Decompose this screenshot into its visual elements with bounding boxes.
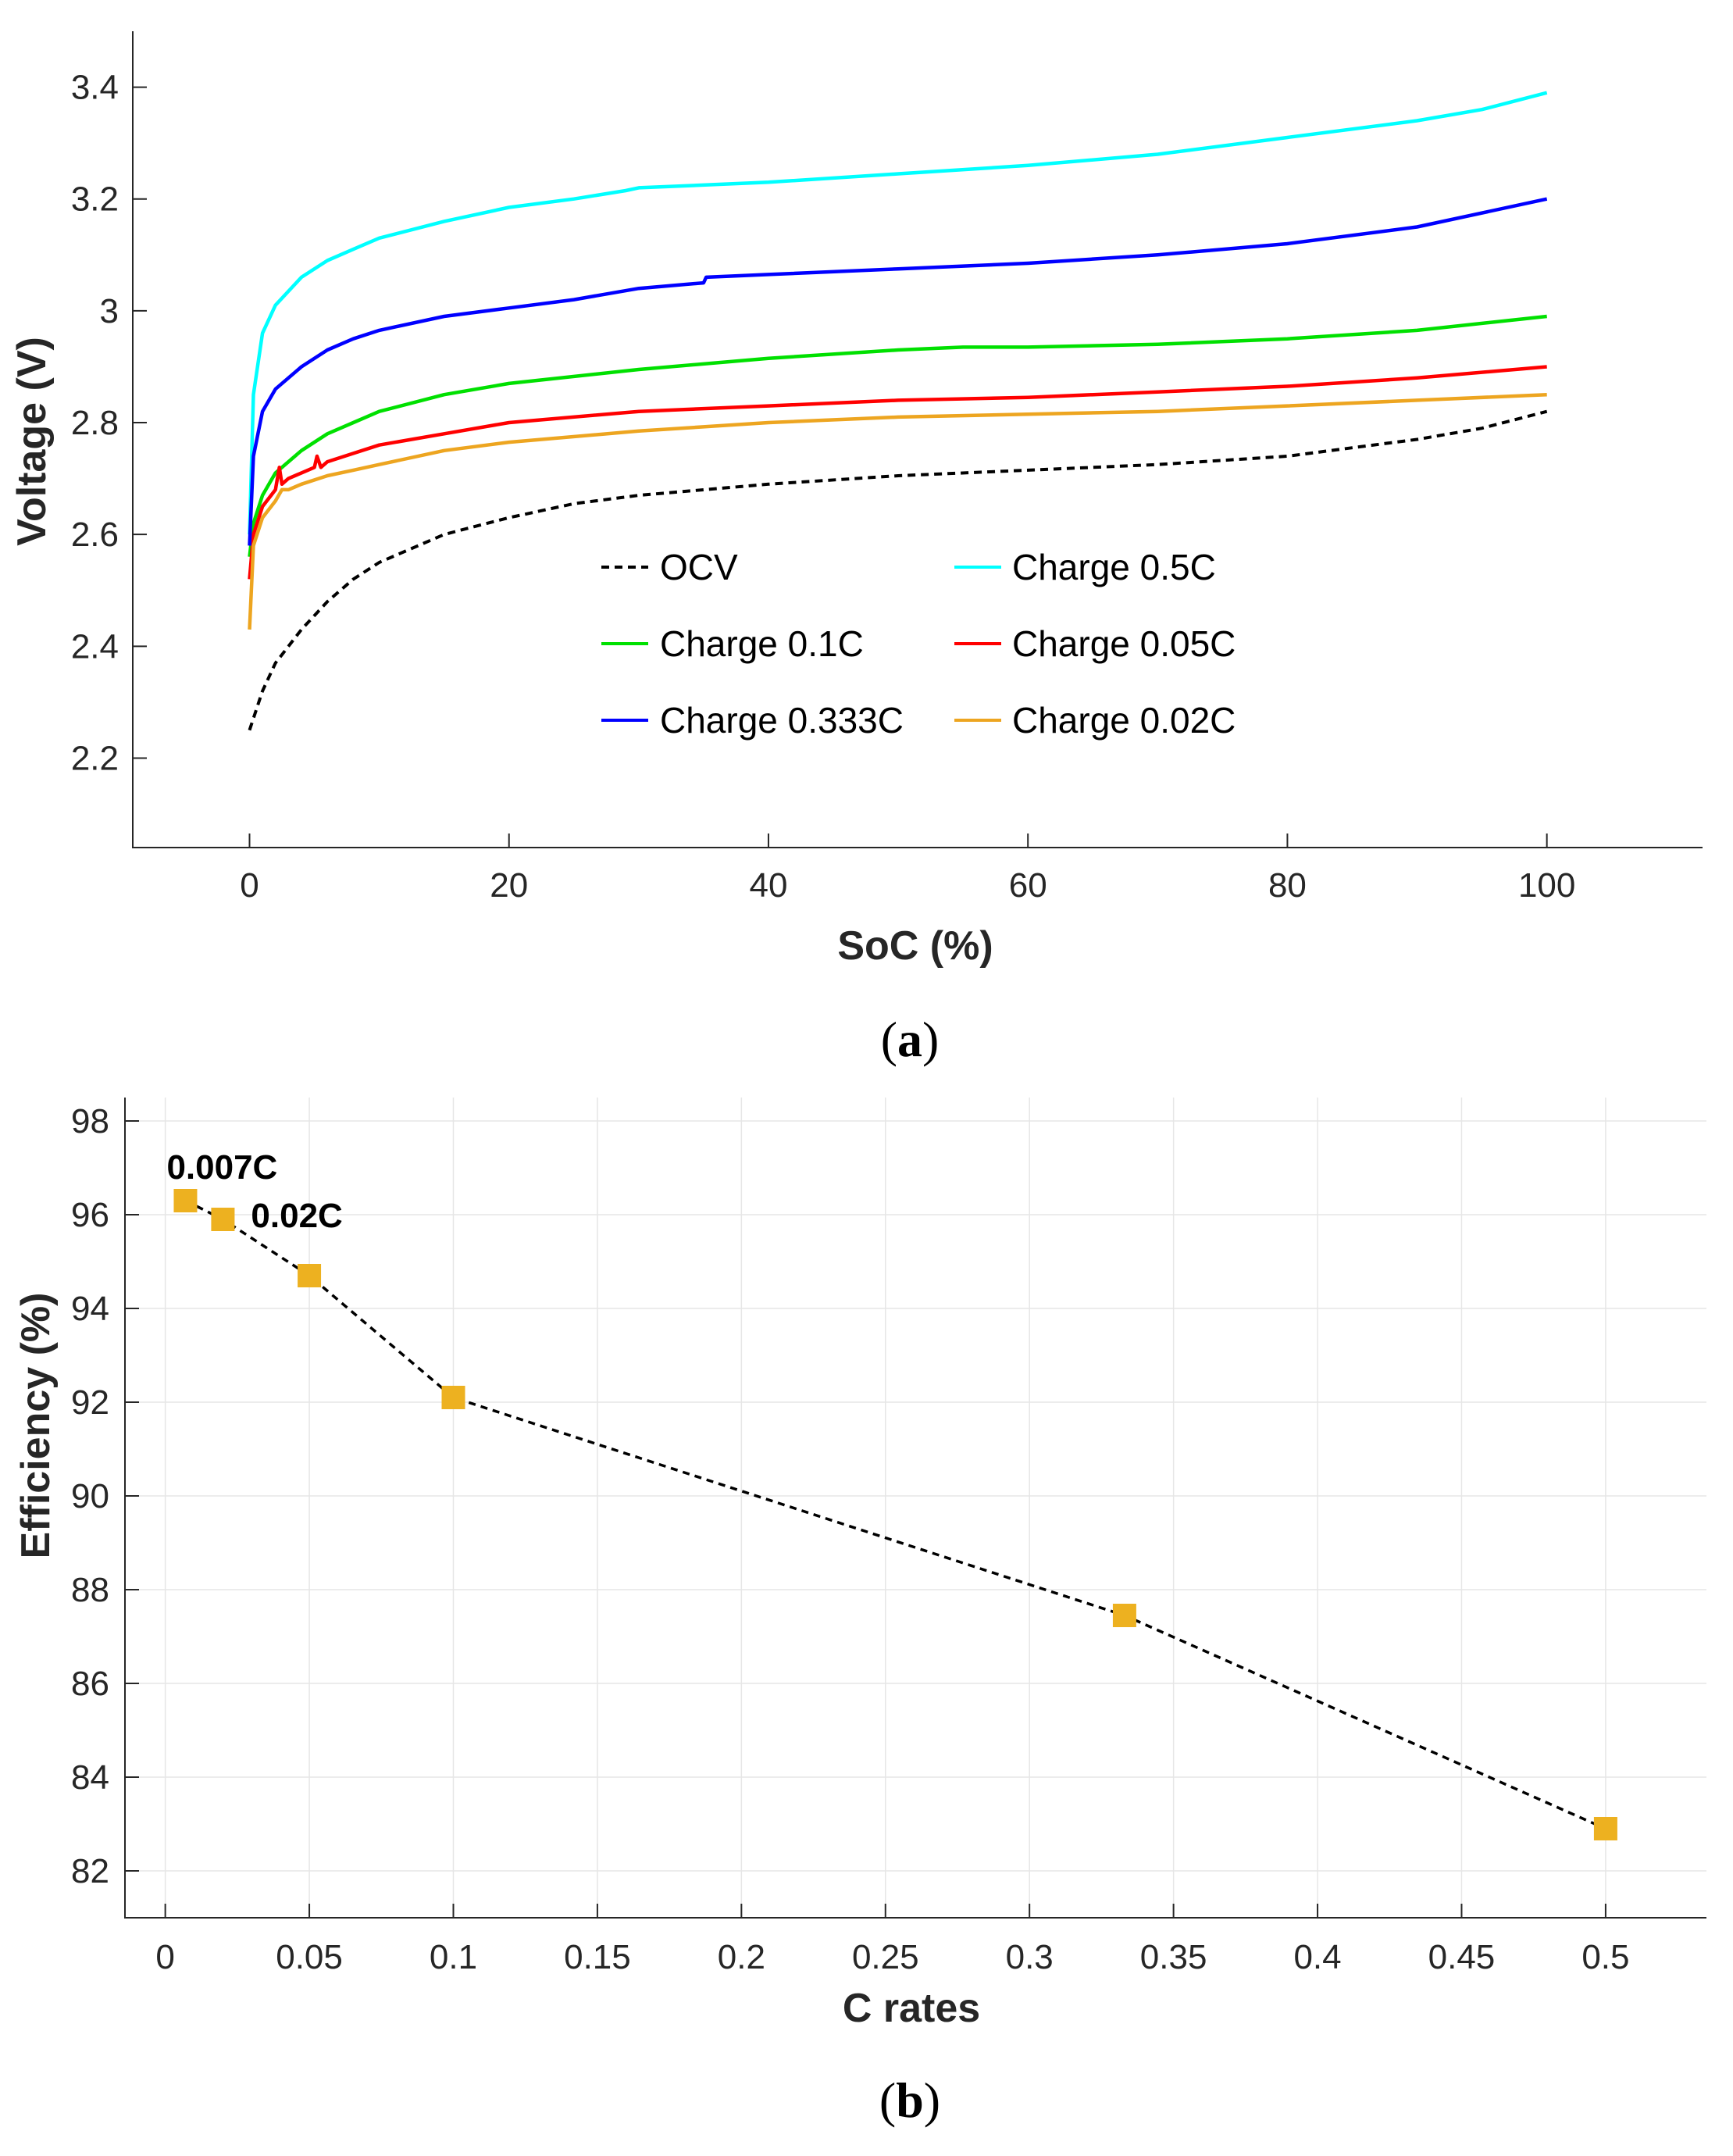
panel-a-x-tick-label: 40 [749, 866, 787, 905]
panel-b-x-axis-title: C rates [843, 1986, 980, 2031]
panel-a-legend: OCV Charge 0.1C Charge 0.333C Charge 0.5… [601, 547, 1236, 741]
legend-label-charge-0-1c: Charge 0.1C [660, 623, 864, 664]
panel-a-series [248, 91, 1548, 731]
legend-label-charge-0-05c: Charge 0.05C [1012, 623, 1236, 664]
legend-label-charge-0-333c: Charge 0.333C [660, 700, 904, 741]
panel-b-y-tick-label: 94 [71, 1290, 109, 1328]
panel-b-x-tick-label: 0.3 [1006, 1938, 1054, 1976]
panel-b-x-tick-label: 0.5 [1581, 1938, 1629, 1976]
efficiency-marker [1112, 1604, 1136, 1627]
panel-b-y-axis-title: Efficiency (%) [13, 1293, 59, 1559]
panel-a: 0 20 40 60 80 100 2.2 2.4 2.6 2.8 3 3.2 3.4 OCV Char… [9, 31, 1703, 1067]
panel-a-y-axis-title: Voltage (V) [9, 337, 55, 546]
panel-a-x-tick-label: 0 [240, 866, 259, 905]
series-line-ocv [248, 409, 1548, 731]
panel-b: 0 0.05 0.1 0.15 0.2 0.25 0.3 0.35 0.4 0.45 0.5 82 84… [13, 1098, 1706, 2128]
panel-a-x-axis-title: SoC (%) [837, 923, 993, 969]
panel-b-x-tick-label: 0 [155, 1938, 174, 1976]
panel-a-label: (a) [881, 1012, 940, 1067]
panel-b-label-open: ( [879, 2072, 896, 2128]
legend-label-charge-0-5c: Charge 0.5C [1012, 547, 1216, 587]
panel-a-x-tick-label: 100 [1518, 866, 1575, 905]
panel-b-x-tick-label: 0.4 [1293, 1938, 1341, 1976]
efficiency-marker [441, 1386, 465, 1409]
panel-b-label-close: ) [924, 2072, 940, 2128]
panel-a-y-tick-label: 3 [100, 292, 119, 330]
panel-b-efficiency-line [184, 1199, 1606, 1830]
efficiency-marker [1593, 1817, 1617, 1840]
panel-a-y-tick-label: 2.2 [71, 739, 119, 777]
panel-b-x-tick-label: 0.35 [1140, 1938, 1207, 1976]
efficiency-marker [211, 1208, 235, 1231]
panel-b-x-tick-label: 0.05 [276, 1938, 343, 1976]
panel-b-x-tick-label: 0.25 [852, 1938, 919, 1976]
legend-label-charge-0-02c: Charge 0.02C [1012, 700, 1236, 741]
panel-b-x-tick-label: 0.1 [430, 1938, 477, 1976]
panel-a-x-tick-label: 80 [1268, 866, 1307, 905]
panel-a-ticks: 0 20 40 60 80 100 2.2 2.4 2.6 2.8 3 3.2 3.4 [71, 69, 1576, 905]
panel-b-x-tick-label: 0.15 [564, 1938, 631, 1976]
panel-a-y-tick-label: 2.8 [71, 404, 119, 442]
efficiency-marker [173, 1189, 198, 1212]
panel-a-axes [132, 31, 1703, 848]
series-line-charge-0-5c [248, 91, 1548, 535]
series-line-charge-0-1c [248, 314, 1547, 558]
panel-b-y-tick-label: 90 [71, 1477, 109, 1515]
panel-a-x-tick-label: 20 [490, 866, 528, 905]
panel-a-label-letter: a [897, 1012, 922, 1067]
panel-b-x-tick-label: 0.2 [718, 1938, 765, 1976]
panel-a-y-tick-label: 2.6 [71, 516, 119, 554]
efficiency-marker [298, 1264, 322, 1287]
panel-a-x-tick-label: 60 [1009, 866, 1047, 905]
legend-label-ocv: OCV [660, 547, 738, 587]
panel-b-markers [173, 1189, 1617, 1840]
panel-a-label-open: ( [881, 1012, 897, 1067]
annotation-0-007c: 0.007C [166, 1148, 277, 1187]
panel-a-y-tick-label: 3.4 [71, 69, 119, 107]
panel-b-axes [124, 1098, 1706, 1919]
annotation-0-02c: 0.02C [251, 1197, 342, 1235]
panel-b-y-tick-label: 86 [71, 1665, 109, 1703]
panel-b-y-tick-label: 88 [71, 1571, 109, 1609]
panel-b-y-tick-label: 82 [71, 1852, 109, 1890]
panel-b-y-tick-label: 96 [71, 1196, 109, 1234]
panel-b-x-tick-label: 0.45 [1428, 1938, 1496, 1976]
panel-a-y-tick-label: 3.2 [71, 180, 119, 219]
panel-a-y-tick-label: 2.4 [71, 627, 119, 666]
panel-b-y-tick-label: 84 [71, 1758, 109, 1797]
panel-b-label: (b) [879, 2072, 940, 2128]
panel-b-y-tick-label: 92 [71, 1383, 109, 1422]
panel-b-y-tick-label: 98 [71, 1102, 109, 1140]
panel-b-label-letter: b [896, 2072, 924, 2128]
series-line-charge-0-05c [248, 365, 1547, 580]
series-line-charge-0-02c [248, 392, 1547, 630]
series-line-charge-0-333c [248, 197, 1548, 546]
panel-a-label-close: ) [922, 1012, 939, 1067]
panel-b-grid [125, 1098, 1706, 1918]
panel-b-ticks: 0 0.05 0.1 0.15 0.2 0.25 0.3 0.35 0.4 0.45 0.5 82 84… [71, 1102, 1629, 1976]
